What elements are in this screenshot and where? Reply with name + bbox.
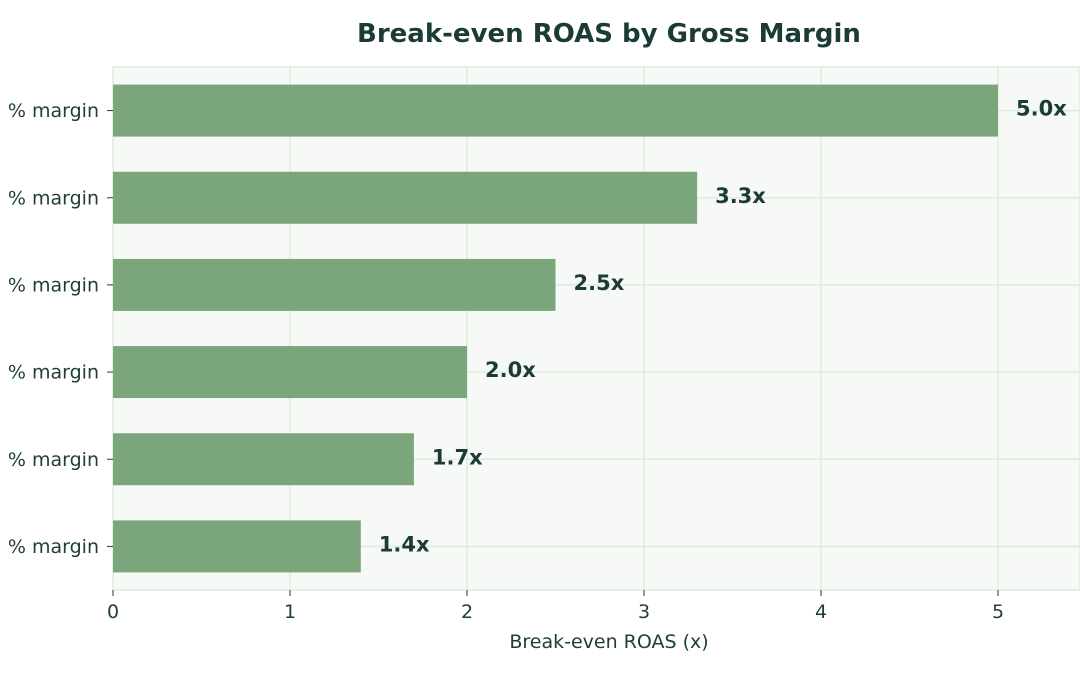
- bar-value-label: 5.0x: [1016, 97, 1067, 121]
- bar: [113, 346, 467, 399]
- bar: [113, 258, 556, 311]
- category-label: % margin: [8, 100, 99, 122]
- bar: [113, 171, 698, 224]
- x-axis-label: Break-even ROAS (x): [509, 631, 708, 653]
- category-label: % margin: [8, 362, 99, 384]
- x-tick-label: 2: [461, 601, 473, 623]
- x-tick-label: 3: [638, 601, 650, 623]
- chart-title: Break-even ROAS by Gross Margin: [357, 19, 861, 49]
- bar: [113, 520, 361, 573]
- x-tick-label: 1: [284, 601, 296, 623]
- bar-value-label: 2.0x: [485, 358, 536, 382]
- plot-area: [112, 66, 1080, 591]
- bar-value-label: 1.7x: [432, 445, 483, 469]
- category-label: % margin: [8, 449, 99, 471]
- category-label: % margin: [8, 536, 99, 558]
- bar: [113, 84, 998, 137]
- category-labels-group: % margin % margin % margin % margin % margin…: [8, 100, 113, 558]
- bar-value-label: 1.4x: [379, 532, 430, 556]
- x-tick-label: 4: [815, 601, 827, 623]
- bar-value-label: 2.5x: [574, 271, 625, 295]
- category-label: % margin: [8, 187, 99, 209]
- x-axis-ticks: 0 1 2 3 4 5: [107, 590, 1004, 623]
- bar-value-label: 3.3x: [715, 184, 766, 208]
- bar: [113, 433, 414, 486]
- bars-group: [113, 84, 998, 573]
- category-label: % margin: [8, 274, 99, 296]
- x-tick-label: 5: [992, 601, 1004, 623]
- value-labels-group: 5.0x 3.3x 2.5x 2.0x 1.7x 1.4x: [379, 97, 1067, 557]
- x-tick-label: 0: [107, 601, 119, 623]
